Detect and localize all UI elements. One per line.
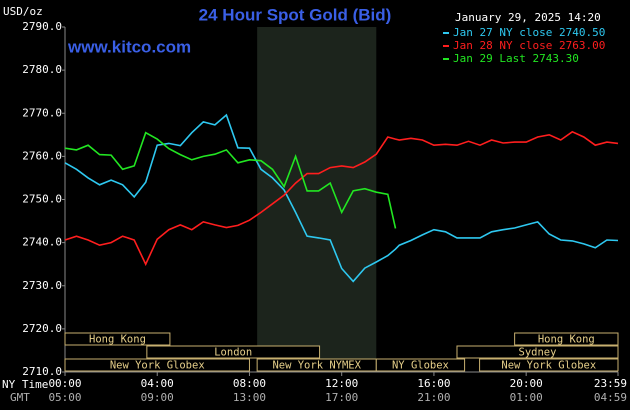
series-line [64, 130, 619, 267]
x-tick-label: 20:00 [510, 377, 543, 390]
x-tick-label: 23:59 [594, 377, 627, 390]
x-row-label: NY Time [2, 378, 48, 391]
x-tick-label: 04:00 [141, 377, 174, 390]
y-tick-label: 2710.0 [22, 365, 62, 378]
x-tick-label-gmt: 01:00 [510, 391, 543, 404]
y-axis-label: USD/oz [3, 5, 43, 18]
chart-title: 24 Hour Spot Gold (Bid) [199, 5, 392, 24]
y-tick-label: 2760.0 [22, 149, 62, 162]
session-bar [514, 332, 619, 346]
x-tick-label: 16:00 [417, 377, 450, 390]
session-label: Hong Kong [89, 334, 146, 346]
legend-label: Jan 27 NY close 2740.50 [453, 26, 605, 39]
y-tick-label: 2770.0 [22, 106, 62, 119]
session-bar [146, 345, 321, 359]
y-tick-label: 2740.0 [22, 236, 62, 249]
session-label: New York Globex [501, 360, 596, 372]
x-tick-label: 12:00 [325, 377, 358, 390]
session-bar [64, 358, 250, 372]
shaded-region [257, 27, 377, 372]
session-label: Sydney [519, 347, 557, 359]
session-bar [479, 358, 619, 372]
legend-label: Jan 28 NY close 2763.00 [453, 39, 605, 52]
x-tick-label-gmt: 21:00 [417, 391, 450, 404]
x-tick-label-gmt: 05:00 [48, 391, 81, 404]
session-label: New York NYMEX [272, 360, 361, 372]
x-tick-label-gmt: 13:00 [233, 391, 266, 404]
x-tick-label-gmt: 17:00 [325, 391, 358, 404]
series-line [64, 113, 619, 283]
y-tick-label: 2750.0 [22, 193, 62, 206]
watermark: www.kitco.com [67, 37, 191, 56]
x-tick-label-gmt: 09:00 [141, 391, 174, 404]
y-tick-label: 2730.0 [22, 279, 62, 292]
session-label: Hong Kong [538, 334, 595, 346]
series-line [64, 131, 397, 229]
session-label: New York Globex [110, 360, 205, 372]
session-bar [375, 358, 466, 372]
y-tick-label: 2790.0 [22, 20, 62, 33]
x-tick-label: 00:00 [48, 377, 81, 390]
session-label: NY Globex [392, 360, 449, 372]
y-tick-label: 2780.0 [22, 63, 62, 76]
session-bar [456, 345, 619, 359]
x-row-label: GMT [10, 391, 30, 404]
timestamp: January 29, 2025 14:20 [455, 11, 601, 24]
y-tick-label: 2720.0 [22, 322, 62, 335]
session-label: London [214, 347, 252, 359]
x-tick-label-gmt: 04:59 [594, 391, 627, 404]
legend-label: Jan 29 Last 2743.30 [453, 52, 579, 65]
session-bar [64, 332, 171, 346]
x-tick-label: 08:00 [233, 377, 266, 390]
